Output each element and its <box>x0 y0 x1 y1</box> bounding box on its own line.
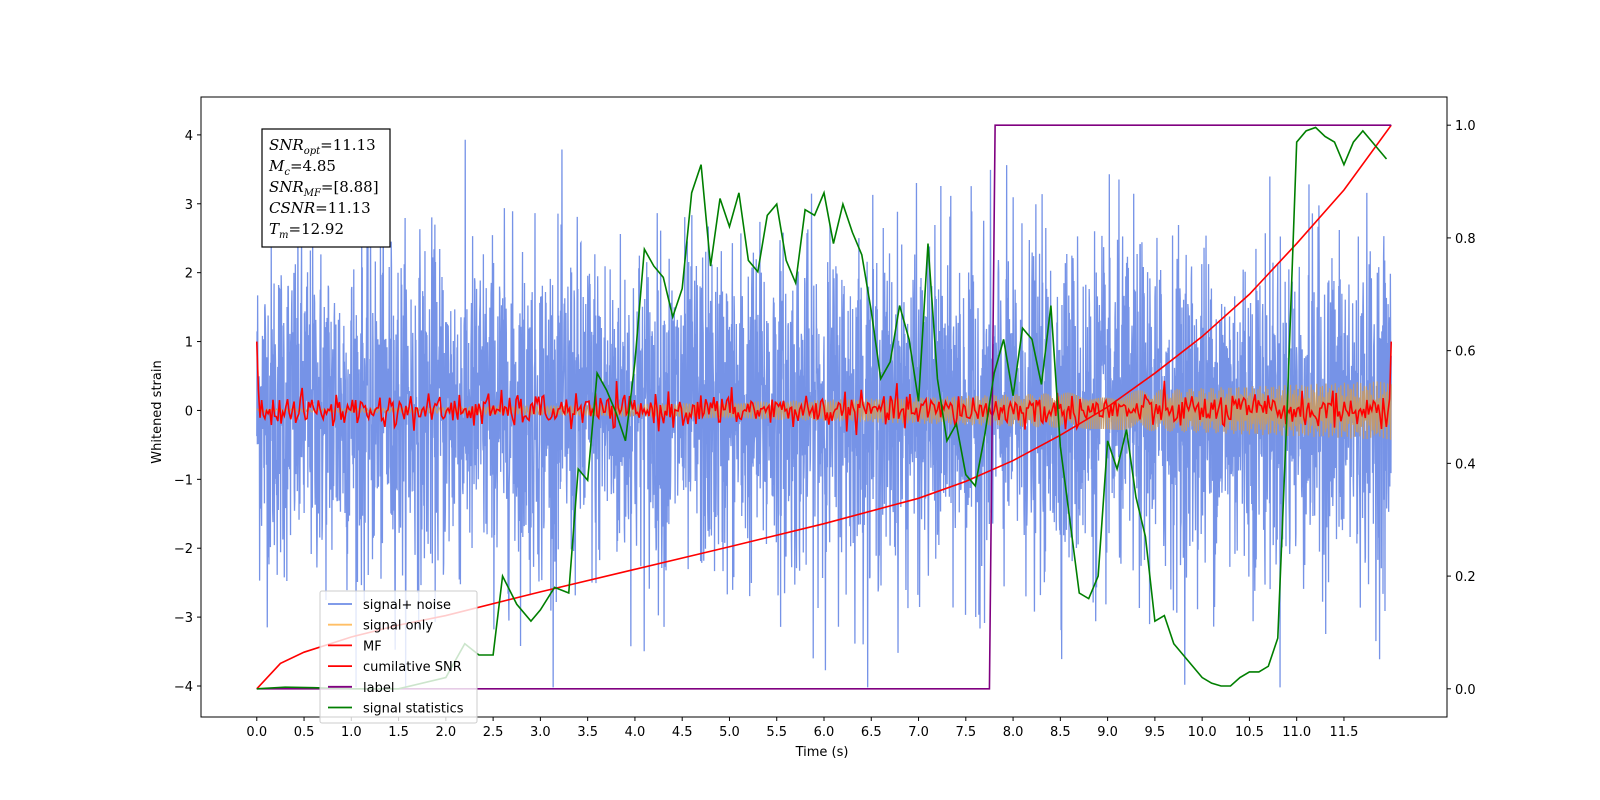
x-tick-label: 7.0 <box>908 725 929 740</box>
stat-value: =4.85 <box>290 157 336 175</box>
y2-tick-label: 0.8 <box>1455 232 1476 247</box>
axes-layer: 0.0 0.5 1.0 1.5 2.0 2.5 3.0 3.5 4.0 4.5 5.0 5.5 6.0 6… <box>174 119 1476 740</box>
legend-label: label <box>363 681 394 696</box>
legend-item: cumilative SNR <box>328 660 462 675</box>
y2-tick-label: 1.0 <box>1455 119 1476 134</box>
x-tick-label: 10.5 <box>1235 725 1264 740</box>
y-tick-label: −2 <box>174 542 193 557</box>
x-tick-label: 11.5 <box>1329 725 1358 740</box>
x-tick-label: 1.5 <box>388 725 409 740</box>
stat-value: =[8.88] <box>321 178 379 196</box>
legend-label: signal+ noise <box>363 598 451 613</box>
stats-annotation-line: SNRopt=11.13 <box>269 136 376 157</box>
x-tick-label: 3.0 <box>530 725 551 740</box>
y2-tick-label: 0.6 <box>1455 345 1476 360</box>
stat-value: =11.13 <box>315 199 371 217</box>
y-axis-label: Whitened strain <box>150 360 165 463</box>
stat-name: SNR <box>269 136 304 154</box>
stat-subscript: MF <box>303 188 322 199</box>
y-tick-label: 0 <box>185 404 193 419</box>
y2-tick-label: 0.2 <box>1455 570 1476 585</box>
series-mf <box>255 341 1393 436</box>
x-tick-label: 4.0 <box>625 725 646 740</box>
stats-annotation-line: Mc=4.85 <box>268 157 336 178</box>
stats-annotation-frame <box>261 128 391 248</box>
legend-label: cumilative SNR <box>363 660 462 675</box>
x-tick-label: 5.0 <box>719 725 740 740</box>
x-tick-label: 7.5 <box>955 725 976 740</box>
legend-item: signal statistics <box>328 702 464 717</box>
legend-item: signal only <box>328 619 433 634</box>
stat-value: =11.13 <box>320 136 376 154</box>
x-tick-label: 0.0 <box>246 725 267 740</box>
y2-tick-label: 0.4 <box>1455 457 1476 472</box>
legend-label: MF <box>363 639 382 654</box>
stat-subscript: c <box>284 167 290 178</box>
legend-frame <box>319 590 478 724</box>
legend-item: MF <box>328 639 382 654</box>
x-tick-label: 4.5 <box>672 725 693 740</box>
stat-subscript: m <box>279 230 288 241</box>
x-tick-label: 2.5 <box>483 725 504 740</box>
series-signal-only <box>256 381 1392 440</box>
x-axis-label: Time (s) <box>795 745 849 760</box>
x-tick-label: 9.0 <box>1097 725 1118 740</box>
y-tick-label: 3 <box>185 198 193 213</box>
stat-name: M <box>268 157 285 175</box>
legend-label: signal statistics <box>363 702 464 717</box>
x-tick-label: 8.0 <box>1003 725 1024 740</box>
stat-name: T <box>269 220 280 238</box>
y2-tick-label: 0.0 <box>1455 683 1476 698</box>
y-tick-label: −1 <box>174 473 193 488</box>
x-tick-label: 6.0 <box>814 725 835 740</box>
stats-annotation-line: SNRMF=[8.88] <box>269 178 379 199</box>
stat-name: CSNR <box>269 199 315 217</box>
x-tick-label: 5.5 <box>766 725 787 740</box>
stats-annotation-line: Tm=12.92 <box>269 220 344 241</box>
legend-item: label <box>328 681 394 696</box>
x-tick-label: 0.5 <box>294 725 315 740</box>
x-tick-label: 9.5 <box>1145 725 1166 740</box>
x-tick-label: 8.5 <box>1050 725 1071 740</box>
x-tick-label: 11.0 <box>1282 725 1311 740</box>
y-tick-label: −3 <box>174 611 193 626</box>
stat-name: SNR <box>269 178 304 196</box>
stat-value: =12.92 <box>289 220 345 238</box>
legend-label: signal only <box>363 619 433 634</box>
legend-item: signal+ noise <box>328 598 451 613</box>
legend: signal+ noise signal only MF cumilative SNR… <box>319 590 478 724</box>
x-tick-label: 6.5 <box>861 725 882 740</box>
series-signal-statistics <box>256 126 1388 690</box>
x-tick-label: 10.0 <box>1188 725 1217 740</box>
y-tick-label: 1 <box>185 336 193 351</box>
x-tick-label: 3.5 <box>577 725 598 740</box>
stats-annotation-line: CSNR=11.13 <box>269 199 371 217</box>
y-tick-label: 2 <box>185 267 193 282</box>
y-tick-label: 4 <box>185 129 193 144</box>
x-tick-label: 1.0 <box>341 725 362 740</box>
x-tick-label: 2.0 <box>436 725 457 740</box>
y-tick-label: −4 <box>174 680 193 695</box>
stats-annotation: SNRopt=11.13Mc=4.85SNRMF=[8.88]CSNR=11.1… <box>261 128 391 248</box>
series-label <box>256 124 1392 690</box>
stat-subscript: opt <box>304 146 321 157</box>
